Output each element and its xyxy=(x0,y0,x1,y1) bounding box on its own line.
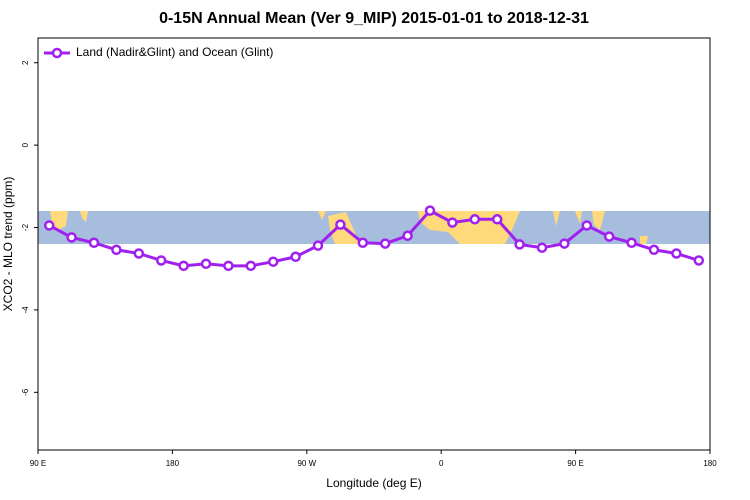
data-point xyxy=(693,255,705,266)
x-tick-label: 90 W xyxy=(297,459,316,468)
data-point xyxy=(178,260,189,272)
data-point xyxy=(559,238,570,249)
y-tick-label: -6 xyxy=(21,388,30,396)
data-point xyxy=(424,205,436,216)
data-point xyxy=(581,220,593,231)
data-point xyxy=(155,255,167,266)
data-point xyxy=(290,251,301,263)
data-point xyxy=(379,238,391,249)
data-point xyxy=(223,260,234,272)
plot-frame xyxy=(37,37,711,451)
y-tick-label: -2 xyxy=(21,223,30,231)
data-point xyxy=(626,237,637,249)
legend-marker xyxy=(51,47,63,59)
y-tick-label: 0 xyxy=(21,142,30,147)
data-point xyxy=(536,242,548,253)
data-point xyxy=(312,240,324,251)
data-point xyxy=(66,232,77,243)
data-point xyxy=(335,219,346,230)
chart-title: 0-15N Annual Mean (Ver 9_MIP) 2015-01-01… xyxy=(159,10,589,27)
y-tick-label: -4 xyxy=(21,306,30,314)
data-point xyxy=(402,230,413,242)
data-point xyxy=(603,231,615,242)
data-point xyxy=(447,217,458,228)
data-point xyxy=(648,244,660,256)
data-point xyxy=(267,256,279,267)
map-background xyxy=(38,211,710,244)
x-tick-label: 0 xyxy=(439,459,444,468)
data-point xyxy=(245,260,257,272)
legend-label: Land (Nadir&Glint) and Ocean (Glint) xyxy=(76,45,273,59)
y-axis-label: XCO2 - MLO trend (ppm) xyxy=(1,177,15,312)
x-tick-label: 90 E xyxy=(567,459,583,468)
data-point xyxy=(671,248,682,259)
data-point xyxy=(133,248,145,259)
x-tick-label: 90 E xyxy=(30,459,46,468)
y-tick-label: 2 xyxy=(21,60,30,65)
data-point xyxy=(88,237,100,249)
data-point xyxy=(43,220,55,231)
x-tick-label: 180 xyxy=(166,459,180,468)
data-point xyxy=(111,244,122,256)
data-point xyxy=(200,258,212,270)
data-point xyxy=(491,214,503,225)
data-point xyxy=(469,214,481,225)
data-point xyxy=(514,239,525,250)
x-tick-label: 180 xyxy=(703,459,717,468)
x-axis-label: Longitude (deg E) xyxy=(326,476,421,490)
data-point xyxy=(357,237,369,249)
